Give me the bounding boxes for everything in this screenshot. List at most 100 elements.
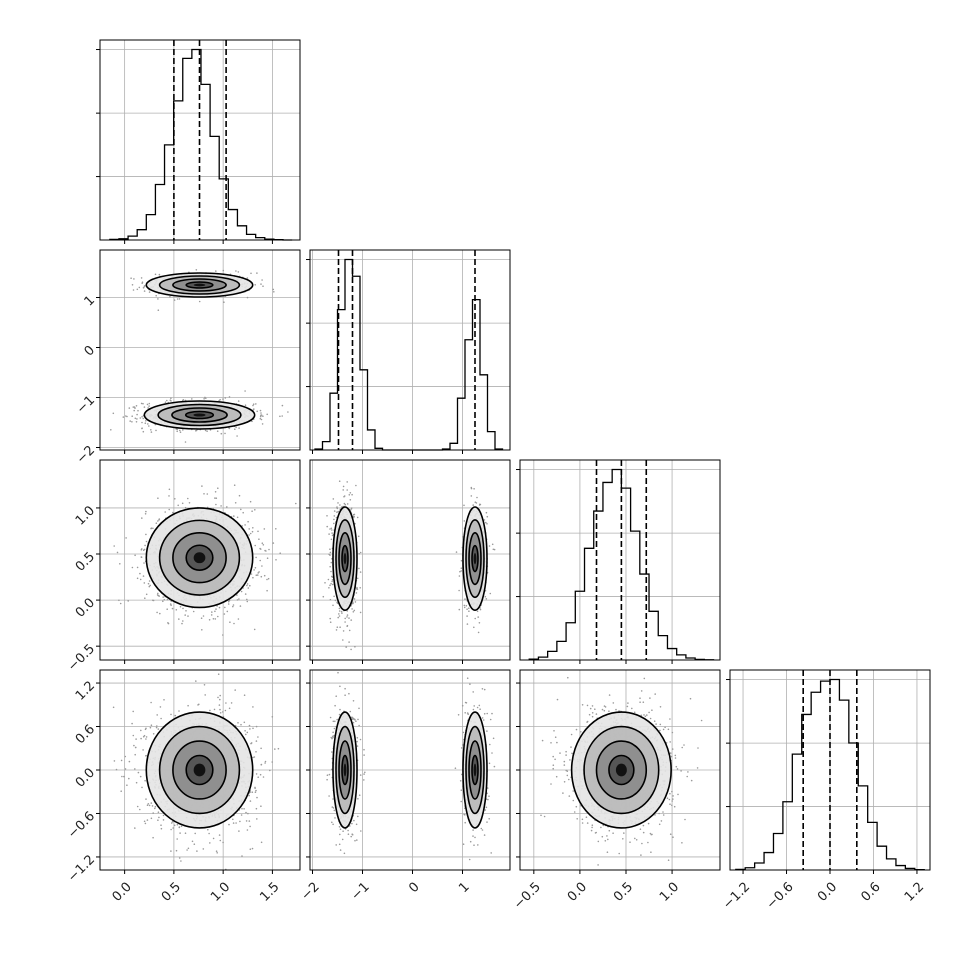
scatter-point xyxy=(234,502,237,504)
scatter-point xyxy=(160,827,163,830)
scatter-point xyxy=(227,603,230,605)
contour-line xyxy=(158,519,241,596)
scatter-point xyxy=(338,610,341,612)
scatter-point xyxy=(249,848,252,850)
scatter-point xyxy=(204,396,206,399)
scatter-point xyxy=(329,548,331,550)
scatter-point xyxy=(240,508,242,511)
scatter-point xyxy=(463,504,465,507)
scatter-point xyxy=(460,567,463,569)
panel-content xyxy=(113,484,297,636)
scatter-point xyxy=(246,829,249,831)
scatter-point xyxy=(236,599,239,601)
scatter-point xyxy=(128,760,131,763)
scatter-point xyxy=(246,296,249,299)
scatter-point xyxy=(262,544,265,546)
scatter-point xyxy=(326,525,329,528)
scatter-point xyxy=(241,855,243,857)
scatter-point xyxy=(145,593,148,596)
scatter-point xyxy=(134,407,136,409)
scatter-point xyxy=(217,696,219,699)
scatter-point xyxy=(148,804,151,807)
scatter-point xyxy=(220,505,222,507)
scatter-point xyxy=(131,284,134,286)
scatter-point xyxy=(187,497,189,500)
scatter-point xyxy=(192,610,195,613)
scatter-point xyxy=(195,269,198,271)
contour-line xyxy=(157,403,242,427)
scatter-point xyxy=(158,273,161,276)
scatter-point xyxy=(184,506,187,509)
scatter-point xyxy=(248,528,250,530)
scatter-point xyxy=(358,553,361,555)
scatter-point xyxy=(350,508,353,510)
scatter-point xyxy=(162,814,165,817)
scatter-point xyxy=(139,572,141,575)
scatter-point xyxy=(225,702,227,704)
scatter-point xyxy=(143,582,146,584)
scatter-point xyxy=(348,494,351,496)
scatter-point xyxy=(219,712,222,714)
scatter-point xyxy=(252,727,254,730)
scatter-point xyxy=(118,599,120,602)
scatter-point xyxy=(142,417,144,420)
scatter-point xyxy=(267,577,270,580)
scatter-point xyxy=(143,286,145,289)
scatter-point xyxy=(343,502,346,505)
scatter-point xyxy=(185,610,187,612)
scatter-point xyxy=(140,402,143,405)
scatter-point xyxy=(214,610,216,613)
scatter-point xyxy=(332,498,335,500)
scatter-point xyxy=(478,504,481,506)
scatter-point xyxy=(255,574,258,576)
scatter-point xyxy=(166,608,168,610)
scatter-point xyxy=(178,618,180,620)
scatter-point xyxy=(252,576,254,579)
scatter-point xyxy=(470,487,473,490)
scatter-point xyxy=(224,397,227,399)
scatter-point xyxy=(136,566,139,569)
scatter-point xyxy=(246,277,249,279)
scatter-point xyxy=(260,412,262,414)
contour-line xyxy=(158,275,241,295)
scatter-point xyxy=(255,751,257,753)
scatter-point xyxy=(193,843,196,845)
scatter-point xyxy=(157,520,159,522)
scatter-point xyxy=(181,622,183,625)
scatter-point xyxy=(200,617,203,619)
scatter-point xyxy=(485,511,488,514)
scatter-point xyxy=(139,417,142,419)
scatter-point xyxy=(485,598,488,600)
scatter-point xyxy=(169,399,172,402)
scatter-point xyxy=(235,270,237,272)
scatter-point xyxy=(177,504,179,507)
scatter-point xyxy=(143,285,146,288)
scatter-point xyxy=(468,607,470,609)
scatter-point xyxy=(126,415,128,418)
scatter-point xyxy=(155,294,157,297)
scatter-point xyxy=(148,425,150,427)
scatter-point xyxy=(162,596,164,598)
scatter-point xyxy=(145,533,147,536)
scatter-point xyxy=(249,800,252,802)
scatter-point xyxy=(331,532,333,534)
scatter-frame xyxy=(99,459,301,661)
scatter-point xyxy=(485,521,487,524)
scatter-panel-1-0 xyxy=(96,249,301,454)
scatter-point xyxy=(194,832,196,835)
scatter-point xyxy=(220,432,223,435)
scatter-point xyxy=(136,413,138,416)
scatter-point xyxy=(259,559,262,562)
scatter-point xyxy=(248,534,250,536)
scatter-point xyxy=(215,608,217,610)
scatter-point xyxy=(145,540,148,543)
scatter-point xyxy=(349,499,352,501)
scatter-point xyxy=(346,503,349,505)
scatter-point xyxy=(148,580,151,582)
scatter-point xyxy=(157,594,160,597)
scatter-point xyxy=(168,488,171,491)
scatter-point xyxy=(170,713,172,716)
contour-line xyxy=(332,506,358,612)
scatter-point xyxy=(248,820,251,822)
scatter-point xyxy=(210,614,213,616)
